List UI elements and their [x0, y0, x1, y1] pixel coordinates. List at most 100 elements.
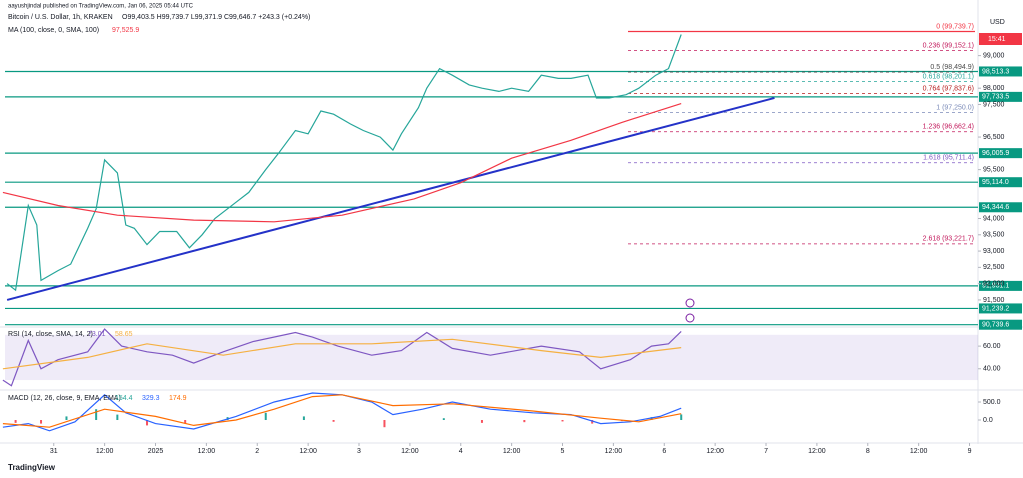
x-tick-label: 12:00 [706, 448, 724, 455]
fib-label: 1.236 (96,662.4) [923, 124, 974, 131]
y-tick-label: 0.0 [983, 417, 993, 424]
level-tag [979, 303, 1022, 314]
histogram-bar [302, 416, 305, 421]
x-tick-label: 6 [662, 448, 666, 455]
x-tick-label: 3 [357, 448, 361, 455]
y-tick-label: 93,000 [983, 248, 1005, 255]
y-tick-label: 91,500 [983, 297, 1005, 304]
x-tick-label: 2025 [148, 448, 164, 455]
y-tick-label: 92,500 [983, 264, 1005, 271]
x-tick-label: 12:00 [401, 448, 419, 455]
y-tick-label: 97,500 [983, 101, 1005, 108]
histogram-bar [680, 414, 683, 421]
level-label: 96,005.9 [982, 150, 1009, 157]
fib-label: 0 (99,739.7) [936, 23, 974, 30]
level-label: 95,114.0 [982, 179, 1009, 186]
indicator-title: RSI (14, close, SMA, 14, 2) [8, 331, 93, 338]
countdown: 15:41 [988, 36, 1006, 43]
level-label: 97,733.5 [982, 94, 1009, 101]
currency: USD [990, 19, 1005, 26]
histogram-bar [591, 420, 594, 424]
histogram-bar [40, 420, 43, 424]
fib-label: 0.764 (97,837.6) [923, 85, 974, 92]
x-tick-label: 12:00 [605, 448, 623, 455]
level-tag [979, 91, 1022, 102]
x-tick-label: 12:00 [910, 448, 928, 455]
histogram-bar [561, 420, 564, 422]
fib-label: 1 (97,250.0) [936, 104, 974, 111]
level-tag [979, 280, 1022, 291]
y-tick-label: 93,500 [983, 232, 1005, 239]
legend-value: 73.01 [88, 331, 106, 338]
y-tick-label: 95,500 [983, 166, 1005, 173]
x-tick-label: 9 [968, 448, 972, 455]
indicator-line [2, 103, 682, 223]
fib-label: 0.236 (99,152.1) [923, 42, 974, 49]
level-label: 94,344.6 [982, 204, 1009, 211]
y-tick-label: 99,000 [983, 52, 1005, 59]
x-tick-label: 7 [764, 448, 768, 455]
x-tick-label: 2 [255, 448, 259, 455]
publisher: aayushjindal published on TradingView.co… [8, 4, 194, 10]
x-tick-label: 5 [561, 448, 565, 455]
indicator-line [2, 338, 682, 370]
price-line [6, 34, 682, 292]
x-tick-label: 31 [50, 448, 58, 455]
level-tag [979, 319, 1022, 330]
level-tag [979, 66, 1022, 77]
histogram-bar [184, 420, 187, 424]
legend-name: MA (100, close, 0, SMA, 100) [8, 27, 99, 34]
legend-value: 154.4 [115, 395, 133, 402]
chart-title: Bitcoin / U.S. Dollar, 1h, KRAKEN [8, 14, 113, 21]
level-tag [979, 202, 1022, 213]
legend-value: 97,525.9 [112, 27, 139, 34]
histogram-bar [650, 417, 653, 421]
y-tick-label: 94,000 [983, 215, 1005, 222]
histogram-bar [480, 420, 483, 423]
rsi-band [5, 334, 978, 381]
trendline [6, 96, 775, 301]
fib-label: 0.5 (98,494.9) [930, 64, 974, 71]
histogram-bar [442, 418, 445, 421]
x-tick-label: 12:00 [96, 448, 114, 455]
histogram-bar [383, 420, 386, 428]
indicator-title: MACD (12, 26, close, 9, EMA, EMA) [8, 395, 121, 402]
icon [685, 313, 695, 323]
fib-label: 2.618 (93,221.7) [923, 236, 974, 243]
legend-value: 58.65 [115, 331, 133, 338]
x-tick-label: 12:00 [503, 448, 521, 455]
level-tag [979, 177, 1022, 188]
ohlc: O99,403.5 H99,739.7 L99,371.9 C99,646.7 … [122, 14, 310, 21]
logo: TradingView [8, 463, 56, 472]
indicator-line [2, 328, 682, 387]
histogram-bar [523, 420, 526, 423]
y-tick-label: 96,500 [983, 134, 1005, 141]
level-label: 98,513.3 [982, 68, 1009, 75]
x-tick-label: 12:00 [299, 448, 317, 455]
icon [685, 298, 695, 308]
level-label: 90,739.6 [982, 322, 1009, 329]
level-label: 91,931.1 [982, 283, 1009, 290]
price-tag [979, 33, 1022, 45]
fib-label: 0.618 (98,201.1) [923, 73, 974, 80]
y-tick-label: 40.00 [983, 366, 1001, 373]
y-tick-label: 98,000 [983, 85, 1005, 92]
histogram-bar [264, 412, 267, 421]
histogram-bar [95, 409, 98, 421]
indicator-line [2, 394, 682, 428]
x-tick-label: 12:00 [198, 448, 216, 455]
histogram-bar [116, 414, 119, 421]
level-tag [979, 148, 1022, 159]
y-tick-label: 92,000 [983, 280, 1005, 287]
legend-value: 174.9 [169, 395, 187, 402]
level-label: 91,239.2 [982, 305, 1009, 312]
y-tick-label: 500.0 [983, 399, 1001, 406]
histogram-bar [332, 420, 335, 422]
x-tick-label: 12:00 [808, 448, 826, 455]
histogram-bar [14, 420, 17, 423]
x-tick-label: 8 [866, 448, 870, 455]
legend-value: 329.3 [142, 395, 160, 402]
